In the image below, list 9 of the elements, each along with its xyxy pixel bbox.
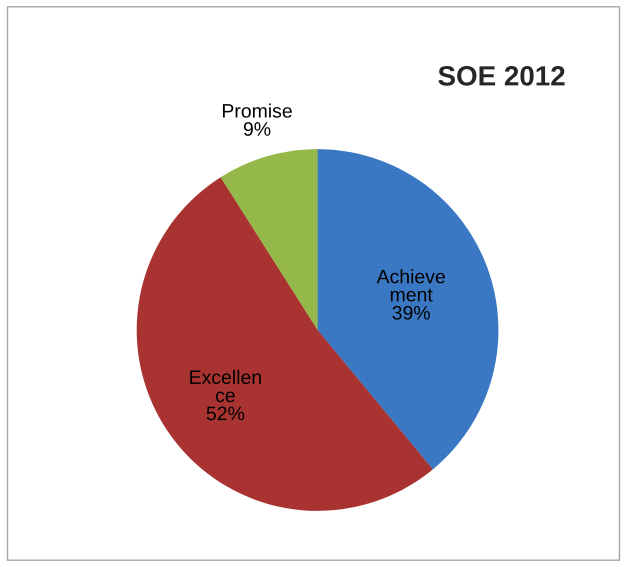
pie-slice [318, 149, 498, 470]
slice-label: Achieve ment [376, 269, 445, 302]
data-label: 9% [244, 122, 270, 136]
data-label: 39% [392, 306, 430, 320]
slice-label: Promise [222, 103, 292, 118]
pie-slice [220, 149, 318, 330]
chart-title: SOE 2012 [438, 66, 565, 86]
slice-label: Excellen ce [190, 370, 261, 402]
data-label: 52% [206, 406, 244, 420]
